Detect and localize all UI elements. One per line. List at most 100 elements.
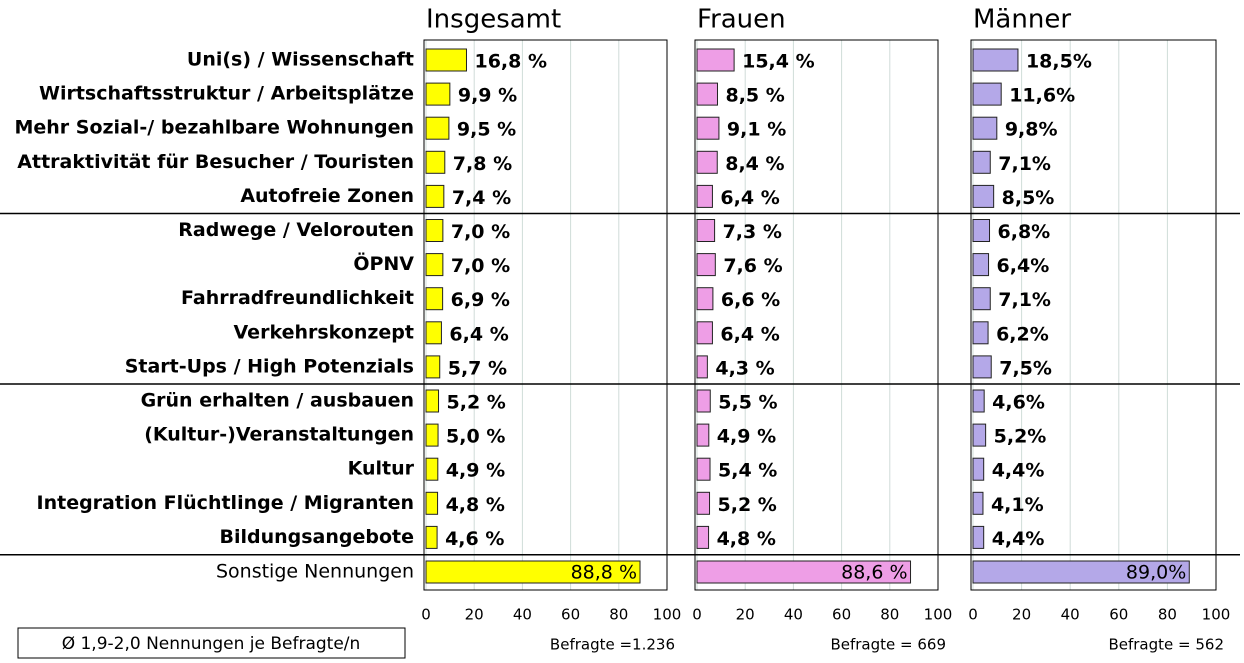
bar bbox=[425, 150, 446, 174]
bar bbox=[972, 184, 995, 208]
value-label: 9,9 % bbox=[458, 85, 517, 107]
value-label: 89,0% bbox=[1126, 562, 1186, 584]
panel-title: Insgesamt bbox=[426, 5, 561, 35]
x-tick-label: 40 bbox=[1061, 606, 1080, 624]
value-label: 5,2% bbox=[994, 426, 1047, 448]
category-label: Bildungsangebote bbox=[219, 526, 414, 548]
bar bbox=[972, 491, 984, 515]
x-tick-label: 60 bbox=[561, 606, 580, 624]
bar bbox=[425, 355, 441, 379]
value-label: 7,3 % bbox=[723, 221, 782, 243]
value-label: 88,6 % bbox=[841, 562, 907, 584]
value-label: 4,6 % bbox=[445, 528, 504, 550]
bar bbox=[972, 321, 989, 345]
value-label: 7,6 % bbox=[723, 255, 782, 277]
bar bbox=[972, 82, 1002, 106]
value-label: 5,4 % bbox=[718, 460, 777, 482]
bar bbox=[425, 219, 444, 242]
bar bbox=[696, 389, 711, 413]
value-label: 8,4 % bbox=[725, 153, 784, 175]
x-tick-label: 100 bbox=[1202, 606, 1231, 624]
panel-title: Männer bbox=[973, 5, 1071, 35]
category-label: Radwege / Velorouten bbox=[178, 219, 414, 241]
value-label: 5,5 % bbox=[718, 392, 777, 414]
value-label: 4,1% bbox=[991, 494, 1044, 516]
footnote: Ø 1,9-2,0 Nennungen je Befragte/n bbox=[62, 634, 361, 654]
x-tick-label: 0 bbox=[692, 606, 702, 624]
bar bbox=[972, 116, 998, 140]
value-label: 7,4 % bbox=[452, 187, 511, 209]
value-label: 8,5 % bbox=[725, 85, 784, 107]
bar bbox=[425, 253, 444, 277]
x-tick-label: 20 bbox=[1012, 606, 1031, 624]
value-label: 4,4% bbox=[992, 528, 1045, 550]
bar bbox=[972, 48, 1019, 72]
bar bbox=[972, 423, 987, 447]
bar bbox=[696, 219, 716, 242]
respondents: Befragte =1.236 bbox=[550, 636, 675, 654]
x-tick-label: 40 bbox=[513, 606, 532, 624]
value-label: 5,2 % bbox=[447, 392, 506, 414]
value-label: 7,1% bbox=[998, 289, 1051, 311]
bar bbox=[972, 287, 991, 311]
value-label: 7,0 % bbox=[451, 221, 510, 243]
value-label: 9,1 % bbox=[727, 119, 786, 141]
category-label: Integration Flüchtlinge / Migranten bbox=[37, 492, 414, 514]
value-label: 4,8 % bbox=[717, 528, 776, 550]
value-label: 18,5% bbox=[1026, 51, 1092, 73]
value-label: 7,1% bbox=[998, 153, 1051, 175]
bar bbox=[696, 321, 713, 345]
panel-frame bbox=[423, 39, 668, 591]
value-label: 4,4% bbox=[992, 460, 1045, 482]
value-label: 4,9 % bbox=[446, 460, 505, 482]
value-label: 4,8 % bbox=[446, 494, 505, 516]
x-tick-label: 100 bbox=[924, 606, 953, 624]
category-label: Kultur bbox=[348, 458, 415, 480]
bar bbox=[425, 389, 440, 413]
bar bbox=[425, 184, 445, 208]
bar bbox=[972, 150, 991, 174]
respondents: Befragte = 669 bbox=[830, 636, 946, 654]
bar bbox=[696, 525, 710, 549]
category-label: (Kultur-)Veranstaltungen bbox=[144, 424, 414, 446]
value-label: 4,6% bbox=[992, 392, 1045, 414]
respondents: Befragte = 562 bbox=[1108, 636, 1224, 654]
panel-frame bbox=[970, 39, 1217, 591]
value-label: 4,9 % bbox=[717, 426, 776, 448]
value-label: 8,5% bbox=[1002, 187, 1055, 209]
value-label: 9,5 % bbox=[457, 119, 516, 141]
x-tick-label: 0 bbox=[421, 606, 431, 624]
x-tick-label: 100 bbox=[653, 606, 682, 624]
bar bbox=[696, 491, 711, 515]
bar bbox=[696, 48, 735, 72]
category-label: Verkehrskonzept bbox=[234, 321, 414, 343]
value-label: 6,6 % bbox=[721, 289, 780, 311]
category-label: Grün erhalten / ausbauen bbox=[141, 390, 414, 412]
value-label: 15,4 % bbox=[742, 51, 815, 73]
bar bbox=[425, 116, 450, 140]
category-label: Attraktivität für Besucher / Touristen bbox=[17, 151, 414, 173]
bar bbox=[696, 253, 716, 277]
bar bbox=[696, 116, 720, 140]
bar bbox=[425, 457, 439, 481]
bar bbox=[972, 389, 985, 413]
category-label: Sonstige Nennungen bbox=[216, 561, 414, 583]
value-label: 9,8% bbox=[1005, 119, 1058, 141]
bar bbox=[425, 48, 467, 72]
category-label: Start-Ups / High Potenzials bbox=[125, 355, 414, 377]
bar bbox=[696, 423, 710, 447]
value-label: 6,2% bbox=[996, 323, 1049, 345]
value-label: 7,0 % bbox=[451, 255, 510, 277]
bar bbox=[696, 457, 711, 481]
bar bbox=[425, 560, 641, 584]
bar bbox=[696, 82, 718, 106]
bar bbox=[972, 457, 985, 481]
value-label: 5,7 % bbox=[448, 357, 507, 379]
category-label: Wirtschaftsstruktur / Arbeitsplätze bbox=[39, 83, 414, 105]
bar bbox=[696, 355, 708, 379]
bar bbox=[696, 184, 713, 208]
value-label: 6,4 % bbox=[720, 323, 779, 345]
value-label: 16,8 % bbox=[474, 51, 547, 73]
bar bbox=[972, 560, 1190, 584]
